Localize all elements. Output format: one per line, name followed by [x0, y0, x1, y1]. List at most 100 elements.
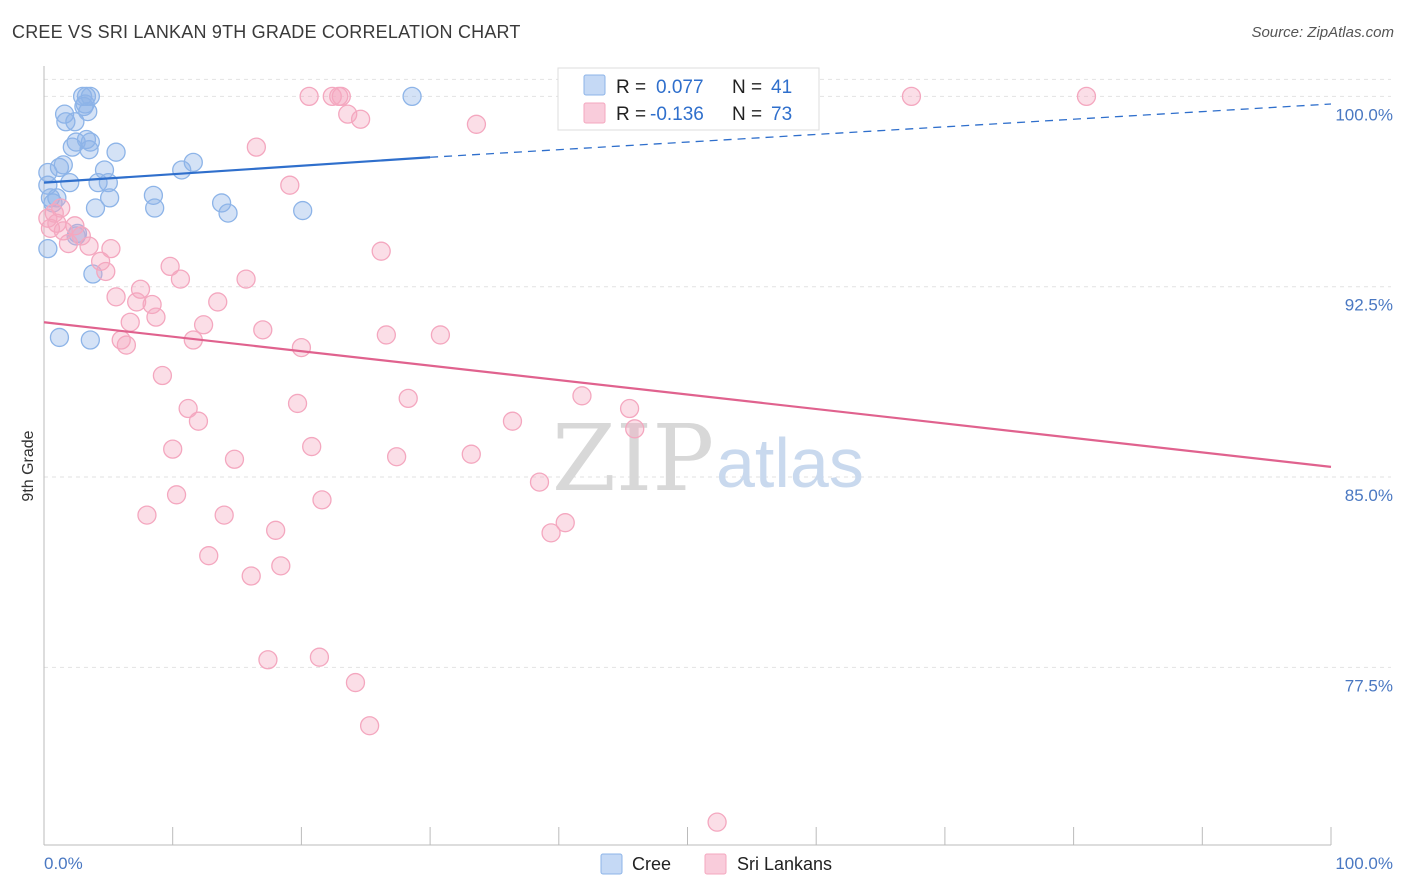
trend-extension-cree	[430, 103, 1332, 158]
point-sri-lankans-39	[258, 650, 278, 670]
watermark-zip: ZIP	[552, 405, 714, 512]
point-cree-10	[60, 173, 80, 193]
point-sri-lankans-55	[359, 716, 380, 736]
bottom-legend-swatch-sri-lankans	[704, 853, 727, 875]
point-sri-lankans-25	[166, 485, 187, 505]
point-sri-lankans-19	[137, 505, 157, 525]
point-sri-lankans-22	[152, 365, 173, 386]
point-sri-lankans-7	[65, 216, 85, 236]
point-sri-lankans-38	[253, 320, 273, 340]
point-sri-lankans-23	[160, 256, 180, 277]
point-cree-8	[54, 104, 75, 124]
point-sri-lankans-42	[280, 175, 300, 195]
y-tick-label-1: 92.5%	[1345, 296, 1393, 315]
point-sri-lankans-18	[130, 279, 151, 299]
point-sri-lankans-15	[116, 335, 137, 355]
point-cree-26	[85, 198, 106, 218]
point-sri-lankans-26	[170, 269, 191, 289]
point-sri-lankans-65	[541, 523, 561, 543]
point-sri-lankans-54	[350, 109, 371, 129]
bottom-legend-sri-lankans: Sri Lankans	[737, 854, 832, 874]
legend-cree-n-value: 41	[771, 77, 792, 98]
point-sri-lankans-32	[208, 292, 228, 312]
y-tick-label-0: 100.0%	[1335, 105, 1393, 124]
stats-legend: R = 0.077 N = 41 R = -0.136 N = 73	[557, 67, 820, 131]
point-sri-lankans-41	[271, 556, 291, 576]
bottom-legend-cree: Cree	[632, 854, 671, 874]
point-cree-3	[40, 188, 61, 208]
point-sri-lankans-70	[707, 812, 727, 832]
point-sri-lankans-12	[101, 238, 121, 259]
point-sri-lankans-57	[376, 325, 396, 345]
point-sri-lankans-21	[146, 307, 166, 327]
legend-sri-r-label: R =	[616, 104, 646, 125]
point-sri-lankans-43	[287, 393, 308, 414]
point-sri-lankans-16	[120, 312, 140, 332]
point-cree-35	[183, 152, 203, 173]
y-axis-label: 9th Grade	[20, 430, 37, 501]
point-sri-lankans-37	[246, 137, 267, 157]
point-sri-lankans-13	[106, 287, 126, 307]
point-cree-31	[106, 142, 126, 162]
point-sri-lankans-36	[241, 566, 261, 586]
x-tick-label-1: 100.0%	[1335, 854, 1393, 873]
legend-cree-n-label: N =	[732, 77, 762, 98]
point-sri-lankans-59	[398, 388, 418, 409]
point-sri-lankans-17	[127, 292, 147, 312]
point-sri-lankans-72	[1076, 86, 1097, 107]
point-cree-2	[38, 238, 58, 259]
point-sri-lankans-46	[302, 436, 322, 457]
point-cree-23	[80, 132, 100, 152]
point-sri-lankans-47	[309, 647, 330, 667]
point-cree-37	[218, 203, 238, 223]
point-cree-36	[211, 193, 232, 213]
series-legend: Cree Sri Lankans	[600, 853, 832, 875]
watermark-atlas: atlas	[716, 424, 864, 502]
point-sri-lankans-58	[386, 447, 407, 467]
legend-sri-n-value: 73	[771, 104, 792, 125]
legend-swatch-cree	[583, 74, 606, 96]
point-sri-lankans-30	[193, 315, 214, 335]
point-sri-lankans-9	[79, 236, 99, 256]
trend-line-sri-lankans	[43, 321, 1332, 468]
point-sri-lankans-61	[461, 444, 481, 464]
point-cree-40	[49, 327, 70, 348]
trend-lines	[43, 103, 1332, 468]
point-sri-lankans-51	[331, 86, 351, 107]
point-sri-lankans-48	[312, 490, 332, 510]
point-sri-lankans-66	[555, 513, 575, 533]
point-sri-lankans-5	[53, 221, 73, 241]
legend-cree-r-value: 0.077	[656, 77, 704, 98]
point-sri-lankans-56	[371, 241, 391, 261]
point-cree-30	[99, 188, 120, 208]
point-sri-lankans-33	[214, 505, 234, 525]
trend-line-cree	[43, 156, 431, 184]
point-sri-lankans-4	[51, 198, 71, 218]
legend-sri-r-value: -0.136	[650, 104, 704, 125]
point-sri-lankans-29	[188, 411, 209, 431]
point-cree-41	[80, 330, 100, 350]
point-sri-lankans-63	[502, 411, 523, 431]
point-cree-7	[53, 155, 73, 175]
point-sri-lankans-64	[529, 472, 550, 492]
point-sri-lankans-44	[291, 337, 312, 358]
point-sri-lankans-53	[345, 672, 366, 693]
point-sri-lankans-34	[224, 449, 245, 469]
point-cree-21	[78, 101, 98, 122]
legend-cree-r-label: R =	[616, 77, 646, 98]
point-sri-lankans-40	[266, 520, 286, 540]
point-cree-39	[402, 86, 422, 107]
point-sri-lankans-60	[430, 325, 451, 345]
point-sri-lankans-68	[619, 398, 640, 419]
chart-title: CREE VS SRI LANKAN 9TH GRADE CORRELATION…	[12, 22, 521, 42]
point-sri-lankans-10	[90, 251, 111, 271]
point-cree-12	[65, 112, 85, 132]
legend-swatch-sri-lankans	[583, 102, 606, 124]
point-sri-lankans-62	[466, 114, 487, 134]
point-sri-lankans-27	[178, 398, 198, 419]
point-sri-lankans-45	[299, 86, 319, 107]
point-sri-lankans-31	[199, 546, 219, 566]
point-cree-38	[293, 200, 313, 221]
point-sri-lankans-35	[236, 269, 256, 289]
